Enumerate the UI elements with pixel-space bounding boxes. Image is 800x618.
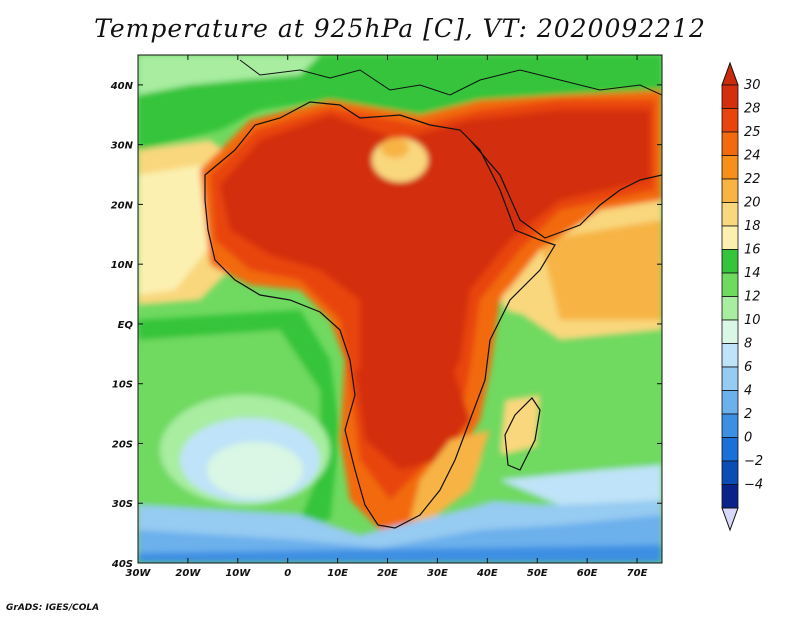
chart-title: Temperature at 925hPa [C], VT: 202009221…: [94, 14, 706, 43]
colorbar-label: 14: [744, 266, 761, 281]
colorbar-swatch: [721, 225, 739, 250]
colorbar-swatch: [721, 155, 739, 180]
colorbar-swatch: [721, 178, 739, 203]
colorbar-swatch: [721, 484, 739, 509]
y-tick-label: 40S: [111, 559, 133, 570]
y-tick-label: 10S: [112, 380, 133, 391]
coastline: [204, 101, 556, 529]
colorbar-label: 4: [744, 384, 752, 399]
y-tick-label: EQ: [118, 320, 134, 331]
colorbar-swatch: [721, 272, 739, 297]
colorbar-label: 10: [744, 313, 761, 328]
colorbar-swatch: [721, 437, 739, 462]
colorbar-label: 0: [744, 431, 752, 446]
colorbar-label: 18: [744, 219, 761, 234]
plot-frame: [137, 54, 663, 564]
colorbar-under-triangle: [721, 507, 739, 532]
colorbar-swatch: [721, 249, 739, 274]
colorbar-swatch: [721, 390, 739, 415]
madagascar-coastline: [504, 397, 541, 471]
y-tick-label: 30N: [111, 141, 134, 152]
x-tick-label: 30W: [126, 568, 152, 579]
colorbar-label: 20: [744, 196, 761, 211]
europe-coastline: [239, 59, 662, 96]
colorbar-label: 24: [744, 149, 761, 164]
y-tick-label: 20S: [112, 439, 133, 450]
arabia-coastline: [469, 139, 662, 239]
colorbar-swatch: [721, 202, 739, 227]
colorbar-label: 12: [744, 290, 761, 305]
colorbar-over-triangle: [721, 61, 739, 86]
colorbar-label: −4: [744, 478, 763, 493]
colorbar-swatch: [721, 343, 739, 368]
x-tick-label: 70E: [627, 568, 648, 579]
y-tick-label: 40N: [110, 81, 134, 92]
colorbar-swatch: [721, 319, 739, 344]
colorbar-swatch: [721, 460, 739, 485]
x-tick-label: 20W: [175, 568, 201, 579]
x-tick-label: 40E: [476, 568, 498, 579]
y-tick-label: 30S: [112, 499, 133, 510]
y-tick-label: 10N: [111, 260, 134, 271]
colorbar-swatch: [721, 108, 739, 133]
colorbar-label: 22: [744, 172, 761, 187]
colorbar-swatch: [721, 366, 739, 391]
colorbar-label: 16: [744, 243, 761, 258]
x-axis: 30W 20W 10W 0 10E 20E 30E 40E 50E 60E 70E: [126, 55, 648, 579]
x-tick-label: 20E: [377, 568, 398, 579]
colorbar-swatch: [721, 84, 739, 109]
colorbar-label: −2: [744, 454, 763, 469]
x-tick-label: 50E: [527, 568, 548, 579]
temperature-field: [138, 55, 662, 563]
x-tick-label: 10E: [327, 568, 348, 579]
colorbar-label: 28: [744, 102, 761, 117]
y-tick-label: 20N: [111, 200, 134, 211]
x-tick-label: 0: [284, 568, 291, 579]
colorbar-label: 6: [744, 360, 752, 375]
colorbar-swatch: [721, 296, 739, 321]
colorbar-label: 2: [744, 407, 752, 422]
colorbar-swatch: [721, 131, 739, 156]
y-axis: 40N 30N 20N 10N EQ 10S 20S 30S 40S: [110, 81, 662, 570]
credit-text: GrADS: IGES/COLA: [6, 603, 100, 613]
colorbar-swatch: [721, 413, 739, 438]
x-tick-label: 30E: [427, 568, 448, 579]
x-tick-label: 10W: [225, 568, 251, 579]
colorbar-label: 25: [744, 125, 761, 140]
colorbar-label: 8: [744, 337, 752, 352]
x-tick-label: 60E: [577, 568, 598, 579]
colorbar-label: 30: [744, 78, 761, 93]
